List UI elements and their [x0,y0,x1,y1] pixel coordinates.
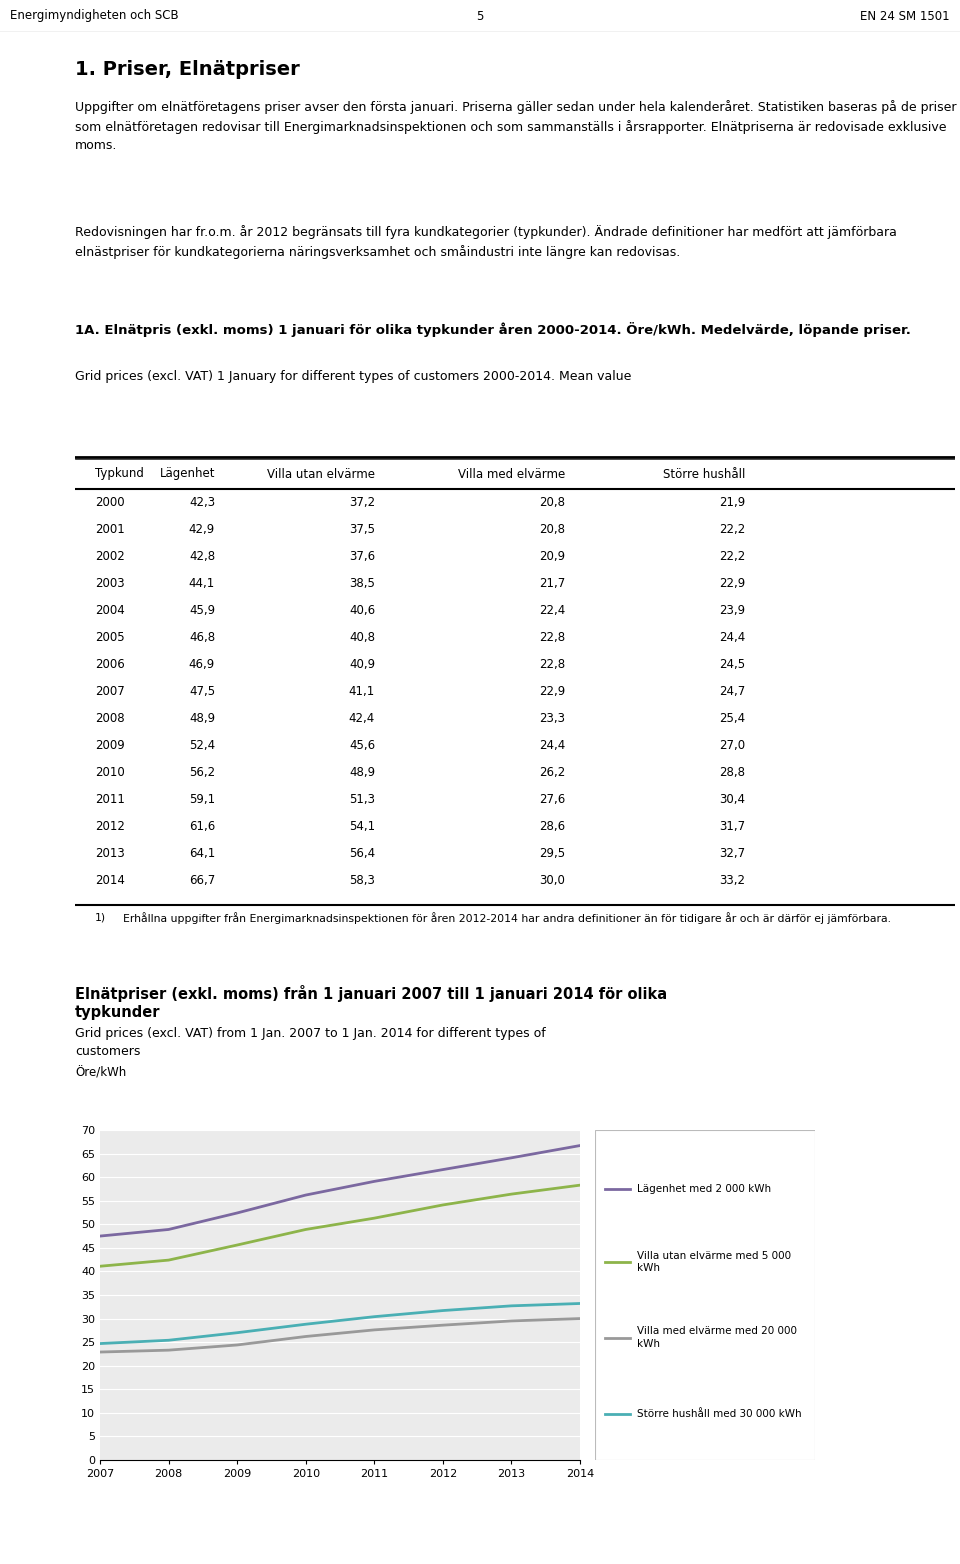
Text: Uppgifter om elnätföretagens priser avser den första januari. Priserna gäller se: Uppgifter om elnätföretagens priser avse… [75,100,956,152]
Text: 51,3: 51,3 [349,793,375,805]
Text: 45,6: 45,6 [348,740,375,752]
Text: Erhållna uppgifter från Energimarknadsinspektionen för åren 2012-2014 har andra : Erhållna uppgifter från Energimarknadsin… [123,912,891,924]
Text: 2013: 2013 [95,848,125,860]
Text: Större hushåll: Större hushåll [662,468,745,480]
Text: 2001: 2001 [95,522,125,536]
Text: 40,9: 40,9 [348,658,375,671]
Text: 47,5: 47,5 [189,685,215,698]
Text: typkunder: typkunder [75,1006,160,1020]
Text: 2003: 2003 [95,577,125,590]
Text: 66,7: 66,7 [189,874,215,887]
Text: 52,4: 52,4 [189,740,215,752]
Text: 48,9: 48,9 [189,712,215,726]
Text: 5: 5 [476,9,484,22]
Text: Lägenhet: Lägenhet [159,468,215,480]
Text: 56,4: 56,4 [348,848,375,860]
Text: 42,9: 42,9 [189,522,215,536]
Text: 30,4: 30,4 [719,793,745,805]
Text: 37,2: 37,2 [348,496,375,508]
Text: 33,2: 33,2 [719,874,745,887]
Text: 1. Priser, Elnätpriser: 1. Priser, Elnätpriser [75,59,300,80]
Text: Lägenhet med 2 000 kWh: Lägenhet med 2 000 kWh [637,1184,771,1195]
Text: 24,5: 24,5 [719,658,745,671]
Text: 2004: 2004 [95,604,125,618]
Text: Grid prices (excl. VAT) 1 January for different types of customers 2000-2014. Me: Grid prices (excl. VAT) 1 January for di… [75,371,632,383]
Text: EN 24 SM 1501: EN 24 SM 1501 [860,9,950,22]
Text: 42,8: 42,8 [189,551,215,563]
Text: 28,8: 28,8 [719,766,745,779]
Text: 2014: 2014 [95,874,125,887]
Text: 22,4: 22,4 [539,604,565,618]
Text: Villa utan elvärme med 5 000
kWh: Villa utan elvärme med 5 000 kWh [637,1251,791,1273]
Text: 40,8: 40,8 [349,630,375,644]
Text: 40,6: 40,6 [348,604,375,618]
Text: 46,9: 46,9 [189,658,215,671]
Text: 30,0: 30,0 [540,874,565,887]
Text: 29,5: 29,5 [539,848,565,860]
Text: 2007: 2007 [95,685,125,698]
Text: 59,1: 59,1 [189,793,215,805]
Text: 25,4: 25,4 [719,712,745,726]
Text: 2010: 2010 [95,766,125,779]
Text: 24,7: 24,7 [719,685,745,698]
Text: 1): 1) [95,912,107,923]
Text: 54,1: 54,1 [348,820,375,834]
Text: 2006: 2006 [95,658,125,671]
Text: Grid prices (excl. VAT) from 1 Jan. 2007 to 1 Jan. 2014 for different types of: Grid prices (excl. VAT) from 1 Jan. 2007… [75,1028,545,1040]
Text: 56,2: 56,2 [189,766,215,779]
Text: 27,6: 27,6 [539,793,565,805]
Text: 20,8: 20,8 [539,496,565,508]
Text: Typkund: Typkund [95,468,144,480]
Text: Energimyndigheten och SCB: Energimyndigheten och SCB [10,9,179,22]
Text: customers: customers [75,1045,140,1057]
Text: 38,5: 38,5 [349,577,375,590]
Text: 42,3: 42,3 [189,496,215,508]
Text: 64,1: 64,1 [189,848,215,860]
Text: 2008: 2008 [95,712,125,726]
Text: 27,0: 27,0 [719,740,745,752]
Text: 31,7: 31,7 [719,820,745,834]
Text: 2011: 2011 [95,793,125,805]
Text: Villa med elvärme: Villa med elvärme [458,468,565,480]
Text: Elnätpriser (exkl. moms) från 1 januari 2007 till 1 januari 2014 för olika: Elnätpriser (exkl. moms) från 1 januari … [75,985,667,1003]
Text: 44,1: 44,1 [189,577,215,590]
Text: Villa med elvärme med 20 000
kWh: Villa med elvärme med 20 000 kWh [637,1326,797,1350]
Text: 21,9: 21,9 [719,496,745,508]
Text: 2012: 2012 [95,820,125,834]
Text: 24,4: 24,4 [719,630,745,644]
Text: 58,3: 58,3 [349,874,375,887]
Text: 23,9: 23,9 [719,604,745,618]
Text: 22,8: 22,8 [539,658,565,671]
Text: 20,9: 20,9 [539,551,565,563]
Text: Öre/kWh: Öre/kWh [75,1067,127,1081]
Text: 22,9: 22,9 [539,685,565,698]
Text: 28,6: 28,6 [539,820,565,834]
Text: 2009: 2009 [95,740,125,752]
Text: Större hushåll med 30 000 kWh: Större hushåll med 30 000 kWh [637,1409,802,1419]
Text: 2002: 2002 [95,551,125,563]
Text: 21,7: 21,7 [539,577,565,590]
Text: 22,2: 22,2 [719,551,745,563]
Text: 2005: 2005 [95,630,125,644]
Text: 23,3: 23,3 [539,712,565,726]
Text: 22,2: 22,2 [719,522,745,536]
Text: 37,6: 37,6 [348,551,375,563]
Text: 46,8: 46,8 [189,630,215,644]
Text: 22,9: 22,9 [719,577,745,590]
Text: 1A. Elnätpris (exkl. moms) 1 januari för olika typkunder åren 2000-2014. Öre/kWh: 1A. Elnätpris (exkl. moms) 1 januari för… [75,322,911,336]
Text: 61,6: 61,6 [189,820,215,834]
Text: Redovisningen har fr.o.m. år 2012 begränsats till fyra kundkategorier (typkunder: Redovisningen har fr.o.m. år 2012 begrän… [75,225,897,260]
Text: 41,1: 41,1 [348,685,375,698]
Text: 2000: 2000 [95,496,125,508]
Text: 32,7: 32,7 [719,848,745,860]
Text: 26,2: 26,2 [539,766,565,779]
Text: 20,8: 20,8 [539,522,565,536]
Text: Villa utan elvärme: Villa utan elvärme [267,468,375,480]
Text: 22,8: 22,8 [539,630,565,644]
Text: 42,4: 42,4 [348,712,375,726]
Text: 37,5: 37,5 [349,522,375,536]
Text: 24,4: 24,4 [539,740,565,752]
Text: 45,9: 45,9 [189,604,215,618]
Text: 48,9: 48,9 [348,766,375,779]
